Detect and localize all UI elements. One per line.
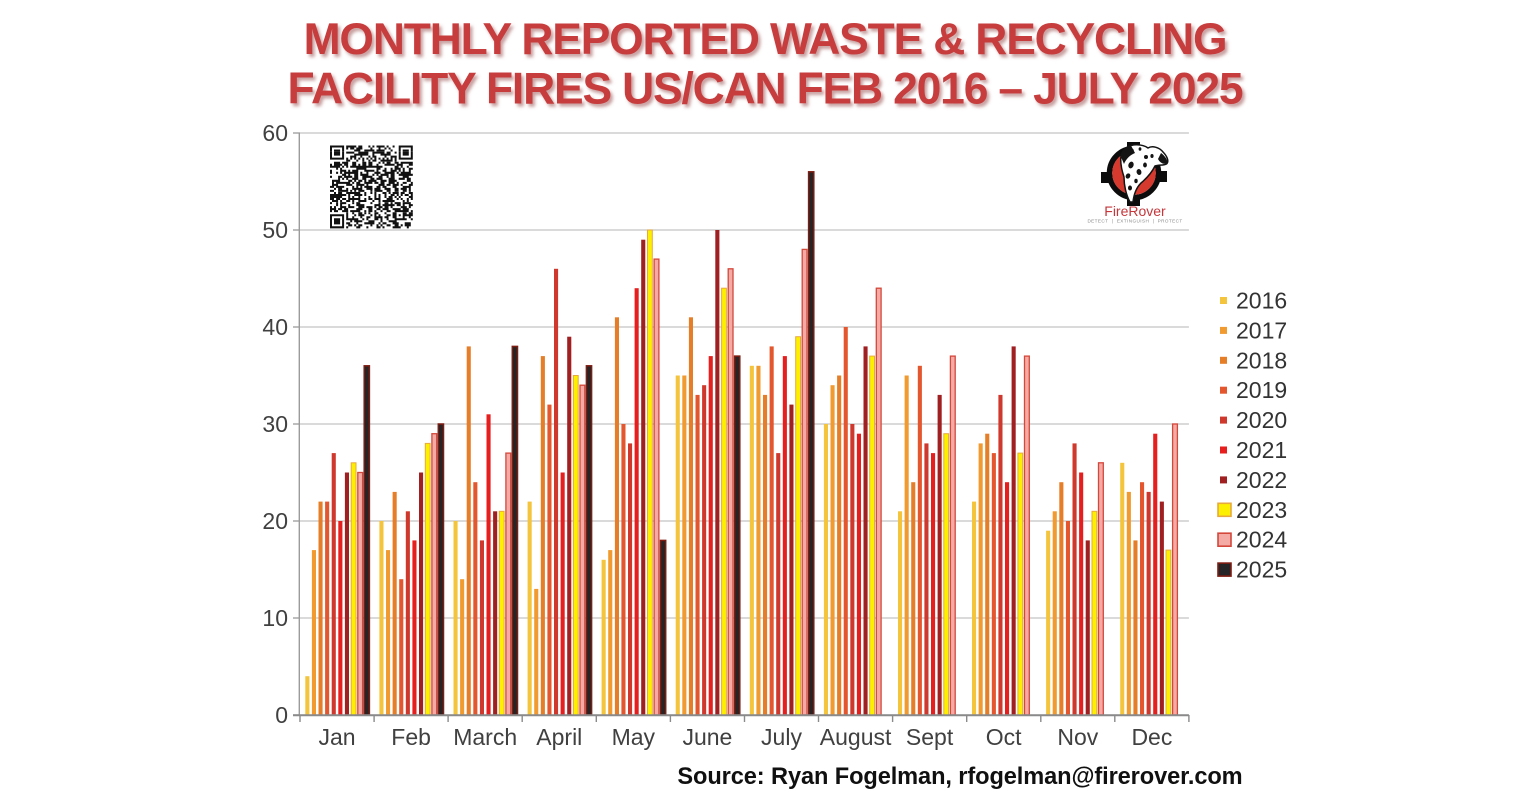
- svg-text:Nov: Nov: [1057, 724, 1098, 750]
- svg-text:Feb: Feb: [391, 724, 431, 750]
- svg-text:40: 40: [262, 314, 288, 340]
- svg-text:April: April: [536, 724, 582, 750]
- svg-text:MONTHLY REPORTED WASTE & RECYC: MONTHLY REPORTED WASTE & RECYCLING: [304, 15, 1227, 64]
- svg-text:June: June: [682, 724, 732, 750]
- svg-text:50: 50: [262, 217, 288, 243]
- svg-text:July: July: [761, 724, 802, 750]
- svg-text:MONTHLY REPORTED WASTE & RECYC: MONTHLY REPORTED WASTE & RECYCLING: [304, 15, 1227, 64]
- svg-text:20: 20: [262, 508, 288, 534]
- svg-text:Jan: Jan: [318, 724, 355, 750]
- svg-text:FACILITY FIRES US/CAN FEB 2016: FACILITY FIRES US/CAN FEB 2016 – JULY 20…: [288, 65, 1243, 114]
- svg-text:10: 10: [262, 605, 288, 631]
- svg-text:FireRover: FireRover: [1104, 203, 1166, 219]
- svg-text:August: August: [820, 724, 892, 750]
- svg-text:Sept: Sept: [906, 724, 954, 750]
- svg-text:2016: 2016: [1236, 288, 1287, 314]
- svg-text:2019: 2019: [1236, 377, 1287, 403]
- svg-text:2017: 2017: [1236, 317, 1287, 343]
- svg-text:FACILITY FIRES US/CAN FEB 2016: FACILITY FIRES US/CAN FEB 2016 – JULY 20…: [288, 65, 1243, 114]
- svg-text:2023: 2023: [1236, 497, 1287, 523]
- svg-text:60: 60: [262, 120, 288, 146]
- svg-text:2020: 2020: [1236, 407, 1287, 433]
- svg-text:0: 0: [275, 702, 288, 728]
- svg-text:DETECT | EXTINGUISH | PROT: DETECT | EXTINGUISH | PROTECT: [1087, 219, 1182, 224]
- svg-text:Source: Ryan Fogelman, rfogelm: Source: Ryan Fogelman, rfogelman@firerov…: [677, 764, 1242, 790]
- svg-text:2022: 2022: [1236, 467, 1287, 493]
- svg-text:2024: 2024: [1236, 527, 1287, 553]
- svg-text:Dec: Dec: [1131, 724, 1172, 750]
- svg-text:2018: 2018: [1236, 347, 1287, 373]
- svg-text:2021: 2021: [1236, 437, 1287, 463]
- svg-text:2025: 2025: [1236, 557, 1287, 583]
- svg-text:March: March: [453, 724, 517, 750]
- svg-text:Oct: Oct: [986, 724, 1022, 750]
- svg-text:30: 30: [262, 411, 288, 437]
- svg-text:May: May: [612, 724, 656, 750]
